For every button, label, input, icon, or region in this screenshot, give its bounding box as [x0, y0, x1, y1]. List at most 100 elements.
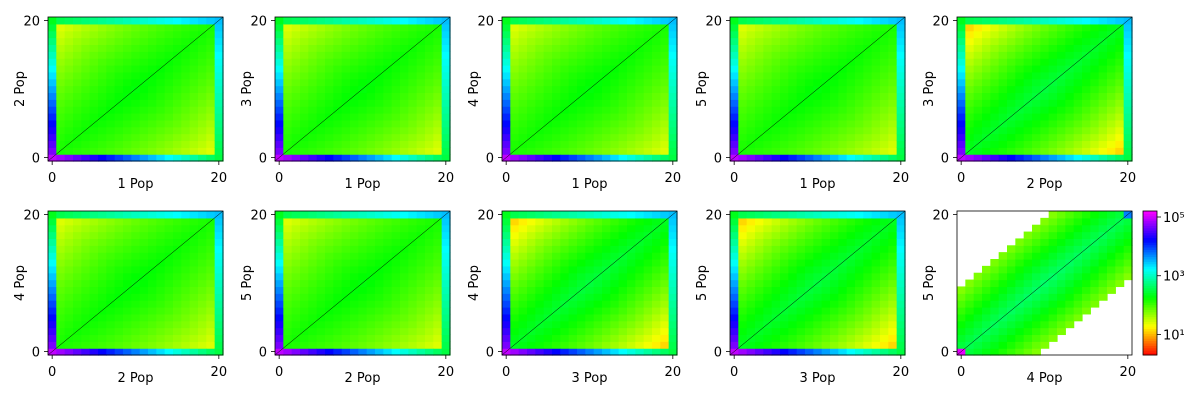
- heatmap-cell: [416, 85, 426, 94]
- heatmap-cell: [552, 313, 561, 322]
- heatmap-cell: [863, 252, 873, 260]
- heatmap-cell: [416, 17, 426, 25]
- heatmap-cell: [610, 245, 620, 253]
- heatmap-cell: [560, 99, 570, 107]
- heatmap-cell: [358, 99, 368, 107]
- heatmap-cell: [552, 113, 561, 121]
- heatmap-cell: [855, 147, 864, 155]
- heatmap-cell: [408, 252, 418, 260]
- heatmap-cell: [855, 133, 864, 142]
- heatmap-cell: [805, 126, 814, 135]
- heatmap-cell: [990, 71, 1000, 80]
- heatmap-cell: [1107, 133, 1116, 142]
- heatmap-cell: [755, 307, 764, 315]
- heatmap-cell: [300, 23, 309, 32]
- heatmap-cell: [1090, 259, 1100, 267]
- colorbar-segment: [1143, 292, 1157, 296]
- heatmap-cell: [366, 286, 376, 294]
- heatmap-cell: [391, 217, 401, 226]
- heatmap-cell: [73, 307, 82, 315]
- heatmap-cell: [652, 30, 661, 39]
- heatmap-cell: [552, 211, 561, 219]
- heatmap-cell: [660, 30, 670, 39]
- heatmap-cell: [1082, 238, 1091, 246]
- heatmap-cell: [998, 341, 1008, 349]
- heatmap-cell: [602, 252, 611, 260]
- heatmap-cell: [341, 126, 351, 135]
- colorbar-segment: [1143, 350, 1157, 354]
- heatmap-cell: [391, 133, 401, 142]
- heatmap-cell: [973, 37, 983, 46]
- heatmap-cell: [527, 23, 536, 32]
- heatmap-cell: [855, 272, 864, 281]
- heatmap-cell: [358, 113, 368, 121]
- heatmap-cell: [400, 334, 409, 342]
- heatmap-cell: [198, 106, 207, 114]
- heatmap-cell: [518, 224, 528, 233]
- heatmap-cell: [535, 272, 545, 281]
- heatmap-cell: [982, 37, 991, 46]
- heatmap-cell: [189, 272, 199, 281]
- heatmap-cell: [139, 259, 149, 267]
- heatmap-cell: [660, 293, 670, 301]
- heatmap-cell: [383, 99, 393, 107]
- heatmap-cell: [552, 334, 561, 342]
- heatmap-cell: [416, 224, 426, 233]
- heatmap-cell: [990, 293, 1000, 301]
- heatmap-cell: [668, 92, 678, 100]
- heatmap-cell: [771, 30, 781, 39]
- heatmap-cell: [552, 71, 561, 80]
- heatmap-cell: [568, 30, 578, 39]
- heatmap-cell: [131, 140, 141, 148]
- heatmap-cell: [560, 30, 570, 39]
- heatmap-cell: [965, 92, 975, 100]
- heatmap-cell: [173, 286, 182, 294]
- heatmap-cell: [660, 58, 670, 66]
- heatmap-cell: [813, 133, 823, 142]
- heatmap-cell: [618, 279, 628, 288]
- heatmap-cell: [788, 307, 798, 315]
- heatmap-cell: [643, 17, 653, 25]
- heatmap-cell: [1032, 272, 1041, 281]
- heatmap-cell: [602, 211, 611, 219]
- heatmap-cell: [148, 231, 157, 240]
- heatmap-cell: [206, 113, 216, 121]
- heatmap-cell: [275, 106, 284, 114]
- heatmap-cell: [375, 245, 384, 253]
- colorbar-segment: [1143, 273, 1157, 277]
- heatmap-cell: [375, 279, 384, 288]
- heatmap-cell: [189, 85, 199, 94]
- heatmap-cell: [350, 65, 359, 73]
- heatmap-cell: [206, 78, 216, 87]
- heatmap-cell: [358, 265, 368, 274]
- heatmap-cell: [763, 341, 773, 349]
- heatmap-cell: [64, 23, 74, 32]
- heatmap-cell: [730, 44, 739, 52]
- heatmap-cell: [425, 113, 434, 121]
- heatmap-cell: [1115, 224, 1125, 233]
- heatmap-cell: [577, 92, 586, 100]
- heatmap-cell: [896, 23, 906, 32]
- heatmap-cell: [350, 252, 359, 260]
- heatmap-cell: [796, 154, 806, 162]
- heatmap-cell: [1015, 320, 1025, 329]
- x-tick-label: 0: [48, 171, 56, 186]
- heatmap-cell: [627, 44, 636, 52]
- heatmap-cell: [888, 99, 898, 107]
- heatmap-cell: [1007, 92, 1016, 100]
- heatmap-cell: [441, 133, 451, 142]
- heatmap-cell: [738, 348, 748, 356]
- heatmap-cell: [98, 348, 107, 356]
- heatmap-cell: [660, 113, 670, 121]
- heatmap-cell: [771, 348, 781, 356]
- heatmap-cell: [391, 23, 401, 32]
- heatmap-cell: [568, 252, 578, 260]
- heatmap-cell: [863, 113, 873, 121]
- heatmap-cell: [1090, 85, 1100, 94]
- heatmap-cell: [585, 17, 595, 25]
- heatmap-cell: [880, 259, 889, 267]
- heatmap-cell: [535, 327, 545, 336]
- heatmap-cell: [1015, 334, 1025, 342]
- heatmap-cell: [796, 37, 806, 46]
- heatmap-cell: [863, 327, 873, 336]
